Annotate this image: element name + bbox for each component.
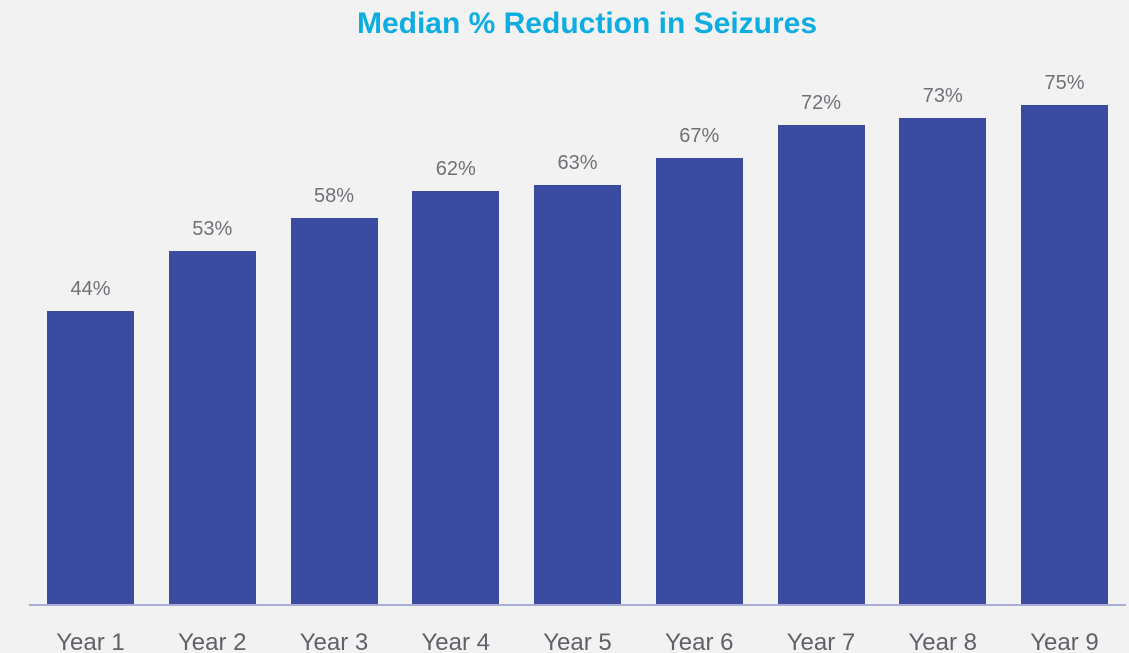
bar-group: 73% Year 8 [899,0,987,653]
bar-value-label: 72% [800,91,842,114]
bar-value-label: 67% [679,125,720,148]
x-axis-label: Year 8 [908,629,977,653]
x-axis-label: Year 9 [1030,629,1099,653]
bar [47,311,134,604]
x-axis-line [29,604,1126,606]
bar-value-label: 53% [192,218,233,241]
bar-value-label: 73% [922,85,963,108]
x-axis-label: Year 2 [177,629,247,653]
x-axis-label: Year 1 [56,629,125,653]
bar-group: 62% Year 4 [412,0,500,653]
bar-value-label: 62% [435,158,476,181]
bar-group: 75% Year 9 [1021,0,1108,653]
bar [899,118,987,604]
bar [1021,105,1108,604]
bar-group: 63% Year 5 [534,0,621,653]
bar [290,218,378,604]
bar-group: 58% Year 3 [290,0,378,653]
bar-group: 44% Year 1 [47,0,134,653]
bar [655,158,743,604]
bar-group: 53% Year 2 [168,0,256,653]
bar-value-label: 44% [70,278,111,301]
bar-value-label: 63% [557,151,598,174]
x-axis-label: Year 3 [299,629,369,653]
chart-title: Median % Reduction in Seizures [356,7,818,40]
bar [412,191,500,604]
x-axis-label: Year 5 [543,629,612,653]
bar [534,184,621,604]
x-axis-label: Year 4 [421,629,490,653]
bar [777,124,865,604]
bar-group: 72% Year 7 [777,0,865,653]
bar [168,251,256,604]
bar-group: 67% Year 6 [655,0,743,653]
bar-value-label: 75% [1044,72,1085,94]
x-axis-label: Year 6 [664,629,734,653]
x-axis-label: Year 7 [786,629,856,653]
bar-value-label: 58% [313,185,355,208]
